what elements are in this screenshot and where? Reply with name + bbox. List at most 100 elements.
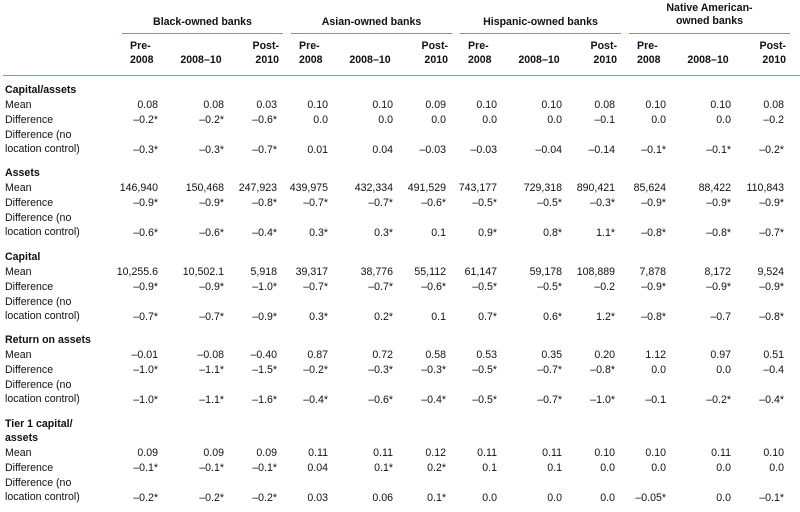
table-cell: –0.7* (368, 197, 393, 209)
table-cell: 59,178 (529, 266, 562, 278)
table-cell: –0.7* (303, 281, 328, 293)
table-cell: –0.9* (641, 281, 666, 293)
table-cell: 0.0 (651, 114, 666, 126)
text-line: Mean (5, 447, 32, 459)
table-cell: –0.9* (641, 197, 666, 209)
table-cell: 0.1 (547, 462, 562, 474)
group-title: Asian-owned banks (291, 16, 452, 29)
table-cell: 0.09 (203, 447, 224, 459)
table-cell: 0.0 (313, 114, 328, 126)
table-cell: 0.0 (482, 492, 497, 504)
table-cell: –0.40 (250, 349, 277, 361)
table-cell: 1.2* (596, 311, 615, 323)
text-line: Asian-owned banks (321, 16, 422, 28)
section-title: Return on assets (5, 333, 91, 347)
text-line: Difference (no (5, 379, 72, 391)
table-cell: 0.3* (309, 311, 328, 323)
text-line: Post- (252, 40, 279, 52)
table-cell: –0.2* (303, 364, 328, 376)
table-cell: 7,878 (639, 266, 666, 278)
table-cell: 0.6* (543, 311, 562, 323)
group-underline (629, 33, 790, 34)
table-cell: 0.10 (307, 99, 328, 111)
column-header: 2008–10 (683, 53, 733, 67)
text-line: owned banks (675, 15, 744, 27)
text-line: location control) (5, 143, 80, 155)
text-line: Difference (no (5, 129, 72, 141)
table-cell: –0.03 (419, 144, 446, 156)
table-cell: –0.5* (537, 281, 562, 293)
group-title: Native American-owned banks (629, 2, 790, 28)
table-cell: –0.4* (252, 227, 277, 239)
table-cell: –0.9* (706, 281, 731, 293)
table-cell: –0.5* (472, 281, 497, 293)
table-cell: 0.72 (372, 349, 393, 361)
table-cell: –0.4* (759, 394, 784, 406)
table-cell: –0.1 (645, 394, 666, 406)
text-line: Tier 1 capital/ (5, 418, 73, 430)
text-line: 2008 (468, 54, 492, 66)
table-cell: 0.7* (478, 311, 497, 323)
table-cell: 0.09 (137, 447, 158, 459)
text-line: Mean (5, 266, 32, 278)
table-cell: –1.1* (199, 364, 224, 376)
table-cell: –0.3* (421, 364, 446, 376)
table-cell: –0.2* (759, 144, 784, 156)
table-cell: 0.2* (427, 462, 446, 474)
table-cell: 0.0 (378, 114, 393, 126)
table-cell: –0.2* (199, 114, 224, 126)
text-line: Difference (no (5, 296, 72, 308)
text-line: Capital/assets (5, 84, 77, 96)
row-label: Difference (no location control) (5, 128, 80, 156)
text-line: Difference (no (5, 212, 72, 224)
table-cell: –0.04 (535, 144, 562, 156)
table-cell: –0.4 (763, 364, 784, 376)
table-cell: 0.0 (769, 462, 784, 474)
table-cell: –0.7* (537, 364, 562, 376)
table-cell: 0.10 (541, 99, 562, 111)
table-cell: 0.58 (425, 349, 446, 361)
table-cell: 890,421 (576, 182, 615, 194)
table-cell: 0.06 (372, 492, 393, 504)
table-cell: –0.6* (199, 227, 224, 239)
table-cell: –1.0* (133, 364, 158, 376)
table-cell: –0.6* (368, 394, 393, 406)
table-cell: 9,524 (757, 266, 784, 278)
table-cell: –0.5* (537, 197, 562, 209)
text-line: Difference (5, 281, 54, 293)
text-line: location control) (5, 226, 80, 238)
row-label: Difference (no location control) (5, 211, 80, 239)
table-cell: –0.1* (252, 462, 277, 474)
column-header: Post- 2010 (240, 39, 279, 67)
table-cell: –0.3* (590, 197, 615, 209)
table-cell: 38,776 (360, 266, 393, 278)
table-cell: –0.9* (759, 197, 784, 209)
table-cell: 0.1 (482, 462, 497, 474)
text-line: Pre- (130, 40, 151, 52)
table-cell: –0.8* (641, 227, 666, 239)
text-line: Mean (5, 349, 32, 361)
section-title: Assets (5, 166, 40, 180)
table-cell: –0.8* (759, 311, 784, 323)
column-header: Post- 2010 (747, 39, 786, 67)
table-cell: 0.08 (594, 99, 615, 111)
table-cell: –0.2* (706, 394, 731, 406)
table-cell: –0.9* (199, 281, 224, 293)
table-cell: 0.3* (309, 227, 328, 239)
text-line: 2008–10 (687, 54, 729, 66)
column-header: Pre- 2008 (468, 39, 499, 67)
column-header: Pre- 2008 (637, 39, 668, 67)
text-line: Pre- (299, 40, 320, 52)
column-header: 2008–10 (514, 53, 564, 67)
column-header: 2008–10 (176, 53, 226, 67)
table-cell: 0.97 (710, 349, 731, 361)
table-cell: –0.7* (252, 144, 277, 156)
table-cell: –1.0* (133, 394, 158, 406)
table-cell: –0.08 (197, 349, 224, 361)
table-cell: –0.8* (706, 227, 731, 239)
text-line: Post- (421, 40, 448, 52)
table-cell: –0.2 (594, 281, 615, 293)
table-cell: –0.3* (199, 144, 224, 156)
table-cell: 0.35 (541, 349, 562, 361)
